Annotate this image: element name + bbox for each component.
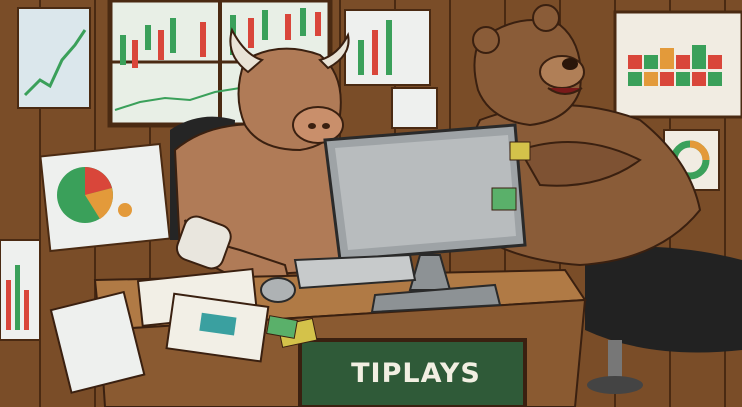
upper-chart-poster <box>344 9 438 129</box>
mouse <box>260 277 296 303</box>
desk-papers <box>49 267 318 394</box>
computer-monitor <box>323 123 531 314</box>
line-chart-poster <box>17 7 91 109</box>
keyboard <box>293 253 417 290</box>
bear-chair <box>585 246 742 394</box>
bar-chart-poster <box>0 239 41 341</box>
desk-sign-text: TIPLAYS <box>351 358 481 389</box>
bull-figure <box>173 27 357 286</box>
pie-chart-poster <box>39 142 171 253</box>
heatmap-poster <box>613 10 742 119</box>
